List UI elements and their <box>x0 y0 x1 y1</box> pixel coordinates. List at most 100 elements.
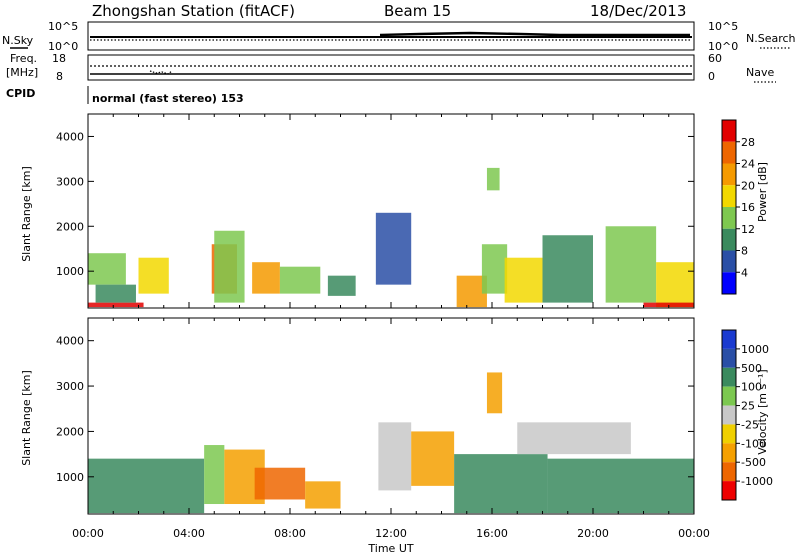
freq-tick-top: 18 <box>52 52 66 65</box>
velocity-plot-area <box>88 372 694 514</box>
nsky-tick-top: 10^5 <box>48 20 78 33</box>
power-ytick-label: 4000 <box>56 130 84 143</box>
freq-label: Freq. <box>10 52 37 65</box>
power-colorbar-tick-label: 28 <box>741 136 755 149</box>
velocity-patch <box>411 431 455 486</box>
nsearch-tick-top: 10^5 <box>708 20 738 33</box>
velocity-patch <box>254 467 306 500</box>
freq-tick-bottom: 8 <box>56 70 63 83</box>
nsky-tick-bottom: 10^0 <box>48 40 78 53</box>
nsky-label: N.Sky <box>2 34 34 47</box>
velocity-patch <box>517 422 631 455</box>
velocity-patch <box>305 481 341 509</box>
power-patch <box>88 302 144 308</box>
velocity-colorbar-segment <box>722 443 736 463</box>
power-panel: 1000 2000 3000 4000 Slant Range [km] 4 8 12 16… <box>20 113 769 309</box>
time-tick-label: 00:00 <box>678 527 710 540</box>
velocity-ytick-label: 2000 <box>56 425 84 438</box>
velocity-colorbar-segment <box>722 462 736 482</box>
velocity-ytick-label: 1000 <box>56 471 84 484</box>
time-tick-label: 16:00 <box>476 527 508 540</box>
power-colorbar-tick-label: 16 <box>741 201 755 214</box>
velocity-patch <box>547 458 694 514</box>
time-tick-label: 20:00 <box>577 527 609 540</box>
time-tick-label: 00:00 <box>72 527 104 540</box>
power-colorbar-segment <box>722 120 736 142</box>
power-colorbar-segment <box>722 185 736 207</box>
power-patch <box>252 262 280 294</box>
power-ytick-label: 3000 <box>56 175 84 188</box>
nave-tick-top: 60 <box>708 52 722 65</box>
velocity-patch <box>88 458 205 514</box>
freq-panel-frame <box>87 54 695 81</box>
velocity-colorbar-tick-label: 100 <box>741 381 762 394</box>
velocity-colorbar-tick-label: -500 <box>741 456 766 469</box>
power-patch <box>88 253 126 285</box>
time-axis-labels: 00:00 04:00 08:00 12:00 16:00 20:00 00:00 <box>72 527 710 540</box>
power-colorbar: 4 8 12 16 20 24 28 <box>721 119 755 295</box>
power-patch <box>504 257 543 303</box>
power-colorbar-segment <box>722 272 736 294</box>
velocity-panel: 1000 2000 3000 4000 Slant Range [km] 1000 50… <box>20 317 773 515</box>
power-colorbar-tick-label: 8 <box>741 245 748 258</box>
velocity-colorbar-segment <box>722 405 736 425</box>
time-tick-label: 12:00 <box>375 527 407 540</box>
nsearch-tick-bottom: 10^0 <box>708 40 738 53</box>
power-colorbar-label: Power [dB] <box>756 162 769 222</box>
velocity-patch <box>378 422 412 491</box>
velocity-colorbar-segment <box>722 481 736 500</box>
power-ytick-label: 2000 <box>56 220 84 233</box>
power-patch <box>542 235 593 303</box>
velocity-colorbar-tick-label: -1000 <box>741 475 773 488</box>
velocity-colorbar-segment <box>722 330 736 349</box>
power-patch <box>486 167 500 191</box>
power-ylabel: Slant Range [km] <box>20 166 33 262</box>
power-patch <box>95 284 136 303</box>
velocity-colorbar: 1000 500 100 25 -25 -100 -500 -1000 <box>721 329 773 501</box>
power-axes: 1000 2000 3000 4000 <box>56 114 695 308</box>
power-patch <box>375 212 412 285</box>
power-plot-area <box>88 167 694 308</box>
velocity-colorbar-segment <box>722 367 736 387</box>
power-patch <box>138 257 169 294</box>
cpid-label: CPID <box>6 87 35 100</box>
velocity-colorbar-tick-label: -25 <box>741 418 759 431</box>
power-patch <box>214 230 245 303</box>
power-patch <box>279 266 321 294</box>
power-colorbar-tick-label: 4 <box>741 266 748 279</box>
velocity-colorbar-segment <box>722 386 736 406</box>
power-colorbar-segment <box>722 207 736 229</box>
velocity-colorbar-tick-label: 25 <box>741 400 755 413</box>
nave-dip <box>149 70 173 75</box>
velocity-axes: 1000 2000 3000 4000 <box>56 318 695 514</box>
time-tick-label: 08:00 <box>274 527 306 540</box>
velocity-ytick-label: 3000 <box>56 380 84 393</box>
cpid-value: normal (fast stereo) 153 <box>92 92 244 105</box>
velocity-patch <box>454 454 548 514</box>
power-patch <box>481 244 508 294</box>
station-title: Zhongshan Station (fitACF) <box>92 2 295 20</box>
velocity-colorbar-segment <box>722 424 736 444</box>
power-patch <box>656 262 694 308</box>
date-label: 18/Dec/2013 <box>590 2 686 20</box>
velocity-patch <box>486 372 503 414</box>
velocity-colorbar-tick-label: 500 <box>741 362 762 375</box>
beam-label: Beam 15 <box>384 2 451 20</box>
power-ytick-label: 1000 <box>56 265 84 278</box>
power-colorbar-segment <box>722 163 736 186</box>
nave-label: Nave <box>746 66 774 79</box>
velocity-colorbar-segment <box>722 348 736 368</box>
power-colorbar-tick-label: 12 <box>741 223 755 236</box>
velocity-colorbar-tick-label: 1000 <box>741 343 769 356</box>
velocity-ytick-label: 4000 <box>56 335 84 348</box>
power-colorbar-segment <box>722 141 736 164</box>
power-colorbar-tick-label: 20 <box>741 179 755 192</box>
power-patch <box>643 302 694 308</box>
time-axis-title: Time UT <box>367 542 413 554</box>
velocity-patch <box>204 445 225 505</box>
velocity-colorbar-tick-label: -100 <box>741 437 766 450</box>
power-colorbar-segment <box>722 250 736 273</box>
velocity-colorbar-frame <box>721 329 737 501</box>
power-colorbar-tick-label: 24 <box>741 158 755 171</box>
